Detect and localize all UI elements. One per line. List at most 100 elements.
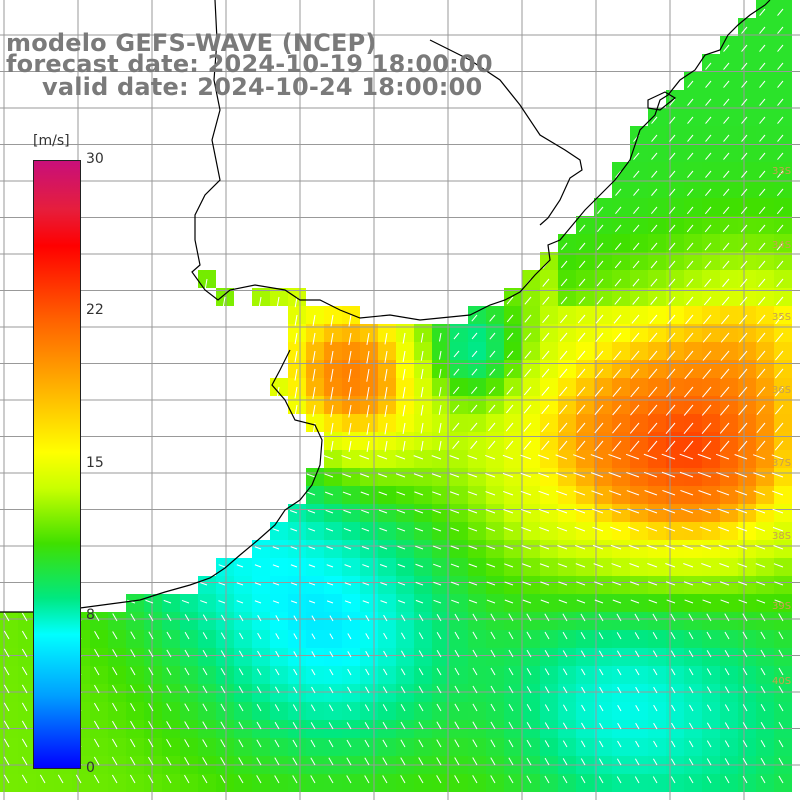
wind-arrow [776,260,784,269]
wind-arrow [648,368,658,380]
wind-arrow [741,116,748,124]
wind-arrow [649,332,658,343]
wind-arrow [3,630,10,640]
wind-arrow [778,703,784,712]
wind-arrow [539,545,550,550]
wind-arrow [616,632,622,640]
wind-arrow [755,563,766,568]
wind-arrow [759,152,766,160]
wind-arrow [453,350,460,358]
wind-arrow [364,721,370,730]
wind-arrow [614,296,622,305]
wind-arrow [737,563,748,568]
wind-arrow [453,368,460,376]
wind-arrow [684,386,694,398]
wind-arrow [220,668,226,676]
lagoon-outline [647,91,677,111]
wind-arrow [490,739,496,748]
wind-arrow [75,774,82,784]
wind-arrow [778,775,784,784]
wind-arrow [400,775,406,784]
wind-arrow [218,564,226,568]
wind-arrow [629,581,640,586]
wind-arrow [520,472,532,478]
wind-arrow [544,686,550,694]
wind-arrow [560,242,568,251]
wind-arrow [581,722,586,730]
wind-arrow [718,544,730,550]
wind-arrow [777,116,784,124]
wind-arrow [272,546,280,550]
wind-arrow [200,582,208,586]
wind-arrow [129,774,136,784]
wind-arrow [631,332,640,343]
wind-arrow [651,170,658,178]
wind-arrow [470,440,478,450]
wind-arrow [379,527,388,532]
wind-arrow [524,368,532,378]
wind-arrow [670,631,676,640]
wind-arrow [736,544,748,550]
wind-arrow [418,703,424,712]
wind-arrow [537,454,550,460]
wind-arrow [740,260,748,269]
wind-arrow [452,386,460,395]
wind-arrow [276,296,280,308]
wind-arrow [526,739,532,748]
wind-arrow [705,188,712,197]
wind-arrow [308,582,316,586]
wind-arrow [293,615,298,622]
wind-arrow [378,491,388,496]
wind-arrow [742,613,748,622]
wind-arrow [436,703,442,712]
wind-arrow [272,528,280,532]
wind-arrow [274,721,280,730]
wind-arrow [361,527,370,532]
wind-arrow [651,134,658,142]
wind-arrow [308,600,316,604]
wind-arrow [612,386,622,398]
wind-arrow [526,631,532,640]
wind-arrow [508,703,514,712]
wind-arrow [503,545,514,550]
wind-arrow [778,649,784,658]
wind-arrow [609,508,622,514]
wind-arrow [342,473,352,478]
wind-arrow [94,648,100,658]
wind-arrow [471,332,478,340]
wind-arrow [632,260,640,269]
colorbar-tick: 22 [86,302,104,318]
wind-arrow [702,350,712,361]
wind-arrow [581,704,586,712]
wind-arrow [130,702,136,712]
wind-arrow [93,702,100,712]
wind-arrow [470,386,478,395]
wind-arrow [742,775,748,784]
wind-arrow [776,242,784,251]
wind-arrow [739,296,748,306]
wind-arrow [256,757,262,766]
wind-arrow [472,667,478,676]
wind-arrow [577,368,586,379]
wind-arrow [614,278,622,287]
wind-arrow [453,332,460,340]
wind-arrow [634,650,640,658]
wind-arrow [597,224,604,233]
wind-arrow [723,116,730,124]
wind-arrow [502,472,514,478]
wind-arrow [377,473,388,478]
wind-arrow [148,649,154,658]
wind-arrow [147,774,154,784]
colorbar-tick: 0 [86,760,95,776]
wind-arrow [724,686,730,694]
wind-arrow [723,134,730,142]
wind-arrow [742,686,748,694]
wind-arrow [663,526,676,532]
wind-arrow [754,526,766,532]
wind-arrow [698,489,712,496]
wind-arrow [666,332,676,343]
wind-arrow [757,314,766,325]
wind-arrow [774,386,784,397]
wind-arrow [724,668,730,676]
wind-arrow [220,721,226,730]
